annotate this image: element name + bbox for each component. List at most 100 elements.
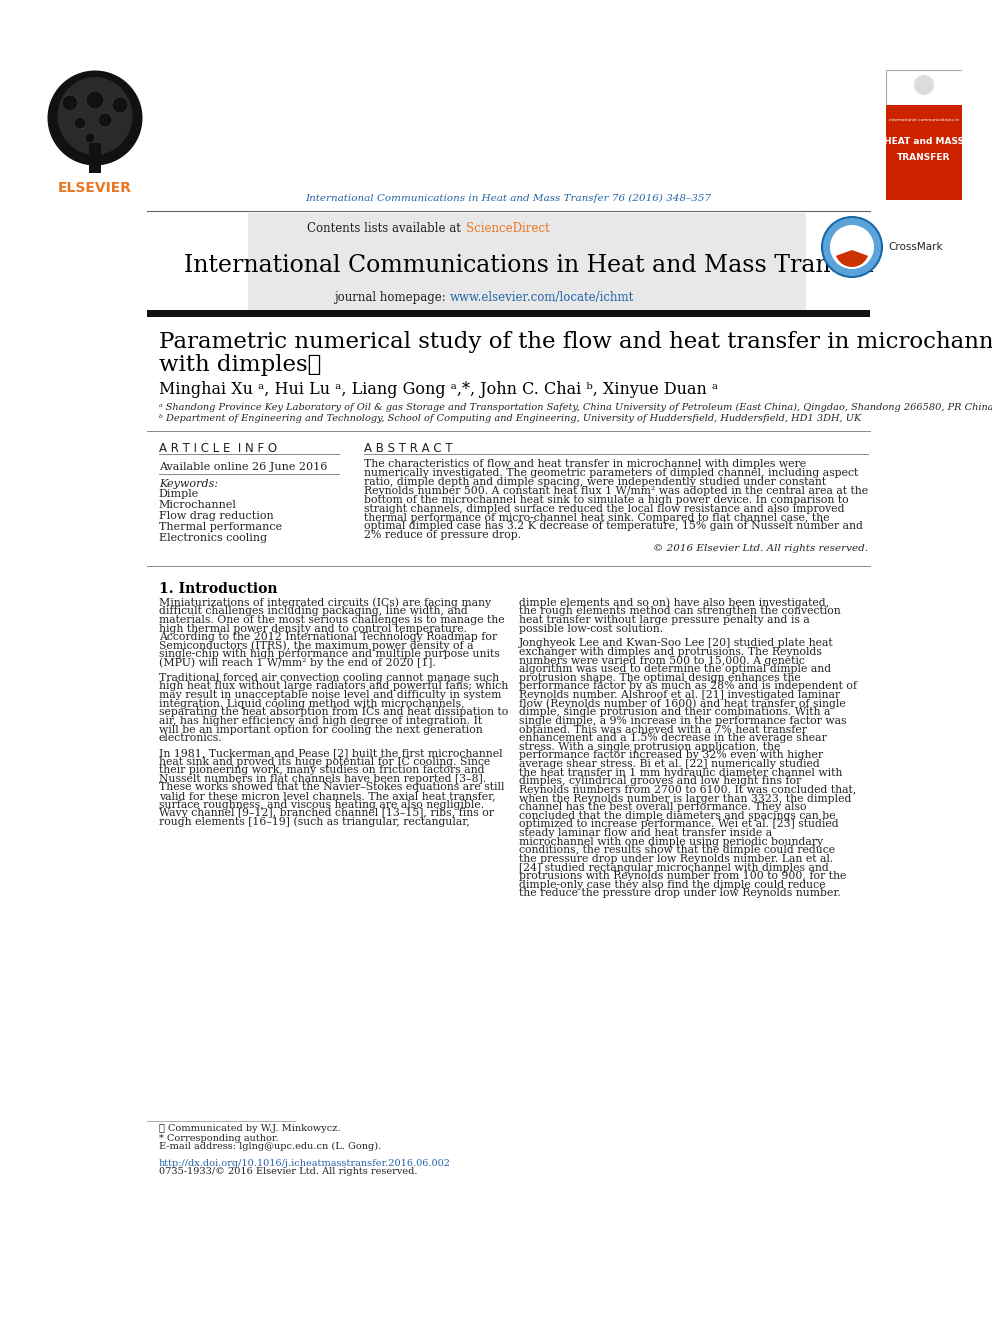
Text: International Communications in Heat and Mass Transfer 76 (2016) 348–357: International Communications in Heat and… <box>306 194 711 204</box>
Text: performance factor increased by 32% even with higher: performance factor increased by 32% even… <box>519 750 823 761</box>
Text: In 1981, Tuckerman and Pease [2] built the first microchannel: In 1981, Tuckerman and Pease [2] built t… <box>159 747 503 758</box>
Text: will be an important option for cooling the next generation: will be an important option for cooling … <box>159 725 483 734</box>
Circle shape <box>86 91 104 108</box>
Text: ScienceDirect: ScienceDirect <box>466 222 550 235</box>
Text: possible low-cost solution.: possible low-cost solution. <box>519 623 664 634</box>
Text: dimples, cylindrical grooves and low height fins for: dimples, cylindrical grooves and low hei… <box>519 777 802 786</box>
Text: optimal dimpled case has 3.2 K decrease of temperature, 15% gain of Nusselt numb: optimal dimpled case has 3.2 K decrease … <box>364 521 863 532</box>
Text: http://dx.doi.org/10.1016/j.icheatmasstransfer.2016.06.002: http://dx.doi.org/10.1016/j.icheatmasstr… <box>159 1159 451 1168</box>
Text: The characteristics of flow and heat transfer in microchannel with dimples were: The characteristics of flow and heat tra… <box>364 459 806 470</box>
Text: Jonghyeok Lee and Kwan-Soo Lee [20] studied plate heat: Jonghyeok Lee and Kwan-Soo Lee [20] stud… <box>519 638 834 648</box>
Circle shape <box>914 75 934 95</box>
Text: dimple, single protrusion and their combinations. With a: dimple, single protrusion and their comb… <box>519 708 830 717</box>
Text: separating the heat absorption from ICs and heat dissipation to: separating the heat absorption from ICs … <box>159 708 508 717</box>
Wedge shape <box>836 250 868 267</box>
Text: Reynolds numbers from 2700 to 6100. It was concluded that,: Reynolds numbers from 2700 to 6100. It w… <box>519 785 856 795</box>
Text: numbers were varied from 500 to 15,000. A genetic: numbers were varied from 500 to 15,000. … <box>519 656 806 665</box>
Text: channel has the best overall performance. They also: channel has the best overall performance… <box>519 802 806 812</box>
Text: exchanger with dimples and protrusions. The Reynolds: exchanger with dimples and protrusions. … <box>519 647 822 658</box>
Text: International Communications in Heat and Mass Transfer: International Communications in Heat and… <box>185 254 877 277</box>
Text: Electronics cooling: Electronics cooling <box>159 533 267 542</box>
Text: protrusions with Reynolds number from 100 to 900, for the: protrusions with Reynolds number from 10… <box>519 871 846 881</box>
Text: These works showed that the Navier–Stokes equations are still: These works showed that the Navier–Stoke… <box>159 782 504 792</box>
Text: performance factor by as much as 28% and is independent of: performance factor by as much as 28% and… <box>519 681 857 692</box>
Text: numerically investigated. The geometric parameters of dimpled channel, including: numerically investigated. The geometric … <box>364 468 858 479</box>
Text: Dimple: Dimple <box>159 490 199 500</box>
Text: heat sink and proved its huge potential for IC cooling. Since: heat sink and proved its huge potential … <box>159 757 490 766</box>
Text: Wavy channel [9–12], branched channel [13–15], ribs, fins or: Wavy channel [9–12], branched channel [1… <box>159 808 494 819</box>
Text: difficult challenges including packaging, line width, and: difficult challenges including packaging… <box>159 606 467 617</box>
Text: TRANSFER: TRANSFER <box>898 153 950 163</box>
Text: flow (Reynolds number of 1600) and heat transfer of single: flow (Reynolds number of 1600) and heat … <box>519 699 846 709</box>
Text: the heat transfer in 1 mm hydraulic diameter channel with: the heat transfer in 1 mm hydraulic diam… <box>519 767 842 778</box>
Text: the rough elements method can strengthen the convection: the rough elements method can strengthen… <box>519 606 841 617</box>
Text: thermal performance of micro-channel heat sink. Compared to flat channel case, t: thermal performance of micro-channel hea… <box>364 512 829 523</box>
Text: single-chip with high performance and multiple purpose units: single-chip with high performance and mu… <box>159 650 500 659</box>
Text: with dimples☆: with dimples☆ <box>159 355 321 376</box>
Text: valid for these micron level channels. The axial heat transfer,: valid for these micron level channels. T… <box>159 791 495 802</box>
Text: E-mail address: lglng@upc.edu.cn (L. Gong).: E-mail address: lglng@upc.edu.cn (L. Gon… <box>159 1142 381 1151</box>
Circle shape <box>830 225 874 269</box>
Text: 2% reduce of pressure drop.: 2% reduce of pressure drop. <box>364 531 522 540</box>
Text: Miniaturizations of integrated circuits (ICs) are facing many: Miniaturizations of integrated circuits … <box>159 598 491 609</box>
Text: ratio, dimple depth and dimple spacing, were independently studied under constan: ratio, dimple depth and dimple spacing, … <box>364 478 826 487</box>
Text: (MPU) will reach 1 W/mm² by the end of 2020 [1].: (MPU) will reach 1 W/mm² by the end of 2… <box>159 658 435 668</box>
Text: www.elsevier.com/locate/ichmt: www.elsevier.com/locate/ichmt <box>450 291 635 304</box>
Text: obtained. This was achieved with a 7% heat transfer: obtained. This was achieved with a 7% he… <box>519 725 807 734</box>
Text: optimized to increase performance. Wei et al. [23] studied: optimized to increase performance. Wei e… <box>519 819 839 830</box>
Text: Traditional forced air convection cooling cannot manage such: Traditional forced air convection coolin… <box>159 673 499 683</box>
Ellipse shape <box>58 77 133 155</box>
Text: algorithm was used to determine the optimal dimple and: algorithm was used to determine the opti… <box>519 664 831 675</box>
Text: Semiconductors (ITRS), the maximum power density of a: Semiconductors (ITRS), the maximum power… <box>159 640 473 651</box>
Text: 0735-1933/© 2016 Elsevier Ltd. All rights reserved.: 0735-1933/© 2016 Elsevier Ltd. All right… <box>159 1167 418 1176</box>
Text: concluded that the dimple diameters and spacings can be: concluded that the dimple diameters and … <box>519 811 836 820</box>
Text: 1. Introduction: 1. Introduction <box>159 582 278 595</box>
Text: © 2016 Elsevier Ltd. All rights reserved.: © 2016 Elsevier Ltd. All rights reserved… <box>653 544 868 553</box>
Text: stress. With a single protrusion application, the: stress. With a single protrusion applica… <box>519 742 781 751</box>
FancyBboxPatch shape <box>886 70 962 200</box>
Text: microchannel with one dimple using periodic boundary: microchannel with one dimple using perio… <box>519 836 823 847</box>
Text: A B S T R A C T: A B S T R A C T <box>364 442 453 455</box>
Text: journal homepage:: journal homepage: <box>334 291 449 304</box>
Text: international communications in: international communications in <box>889 118 959 122</box>
Text: Contents lists available at: Contents lists available at <box>308 222 465 235</box>
Text: high thermal power density and to control temperature.: high thermal power density and to contro… <box>159 623 467 634</box>
Text: the pressure drop under low Reynolds number. Lan et al.: the pressure drop under low Reynolds num… <box>519 853 833 864</box>
Text: dimple-only case they also find the dimple could reduce: dimple-only case they also find the dimp… <box>519 880 825 890</box>
Text: electronics.: electronics. <box>159 733 222 744</box>
Circle shape <box>98 112 112 127</box>
Circle shape <box>112 97 128 112</box>
Text: Minghai Xu ᵃ, Hui Lu ᵃ, Liang Gong ᵃ,*, John C. Chai ᵇ, Xinyue Duan ᵃ: Minghai Xu ᵃ, Hui Lu ᵃ, Liang Gong ᵃ,*, … <box>159 381 718 398</box>
Text: materials. One of the most serious challenges is to manage the: materials. One of the most serious chall… <box>159 615 505 624</box>
Text: Reynolds number 500. A constant heat flux 1 W/mm² was adopted in the central are: Reynolds number 500. A constant heat flu… <box>364 486 868 496</box>
Text: enhancement and a 1.5% decrease in the average shear: enhancement and a 1.5% decrease in the a… <box>519 733 827 744</box>
Bar <box>147 311 870 318</box>
Text: the reduce the pressure drop under low Reynolds number.: the reduce the pressure drop under low R… <box>519 889 841 898</box>
Text: Thermal performance: Thermal performance <box>159 521 282 532</box>
Bar <box>89 143 101 173</box>
Text: CrossMark: CrossMark <box>888 242 942 251</box>
Circle shape <box>74 116 86 130</box>
Text: when the Reynolds number is larger than 3323, the dimpled: when the Reynolds number is larger than … <box>519 794 851 803</box>
Circle shape <box>822 217 882 277</box>
Text: average shear stress. Bi et al. [22] numerically studied: average shear stress. Bi et al. [22] num… <box>519 759 820 769</box>
FancyBboxPatch shape <box>248 213 806 311</box>
Text: rough elements [16–19] (such as triangular, rectangular,: rough elements [16–19] (such as triangul… <box>159 816 469 827</box>
Text: protrusion shape. The optimal design enhances the: protrusion shape. The optimal design enh… <box>519 673 801 683</box>
Circle shape <box>85 134 95 143</box>
Text: Keywords:: Keywords: <box>159 479 218 488</box>
Text: bottom of the microchannel heat sink to simulate a high power device. In compari: bottom of the microchannel heat sink to … <box>364 495 849 505</box>
Text: air, has higher efficiency and high degree of integration. It: air, has higher efficiency and high degr… <box>159 716 482 726</box>
Text: single dimple, a 9% increase in the performance factor was: single dimple, a 9% increase in the perf… <box>519 716 847 726</box>
Text: Parametric numerical study of the flow and heat transfer in microchannel: Parametric numerical study of the flow a… <box>159 331 992 353</box>
Circle shape <box>847 230 857 239</box>
Text: high heat flux without large radiators and powerful fans; which: high heat flux without large radiators a… <box>159 681 508 692</box>
Text: * Corresponding author.: * Corresponding author. <box>159 1134 279 1143</box>
Text: Available online 26 June 2016: Available online 26 June 2016 <box>159 462 327 472</box>
Text: dimple elements and so on) have also been investigated,: dimple elements and so on) have also bee… <box>519 598 829 609</box>
Text: ☆ Communicated by W.J. Minkowycz.: ☆ Communicated by W.J. Minkowycz. <box>159 1125 340 1134</box>
Text: surface roughness, and viscous heating are also negligible.: surface roughness, and viscous heating a… <box>159 799 484 810</box>
Circle shape <box>62 95 78 111</box>
Text: integration. Liquid cooling method with microchannels,: integration. Liquid cooling method with … <box>159 699 464 709</box>
Text: straight channels, dimpled surface reduced the local flow resistance and also im: straight channels, dimpled surface reduc… <box>364 504 845 513</box>
